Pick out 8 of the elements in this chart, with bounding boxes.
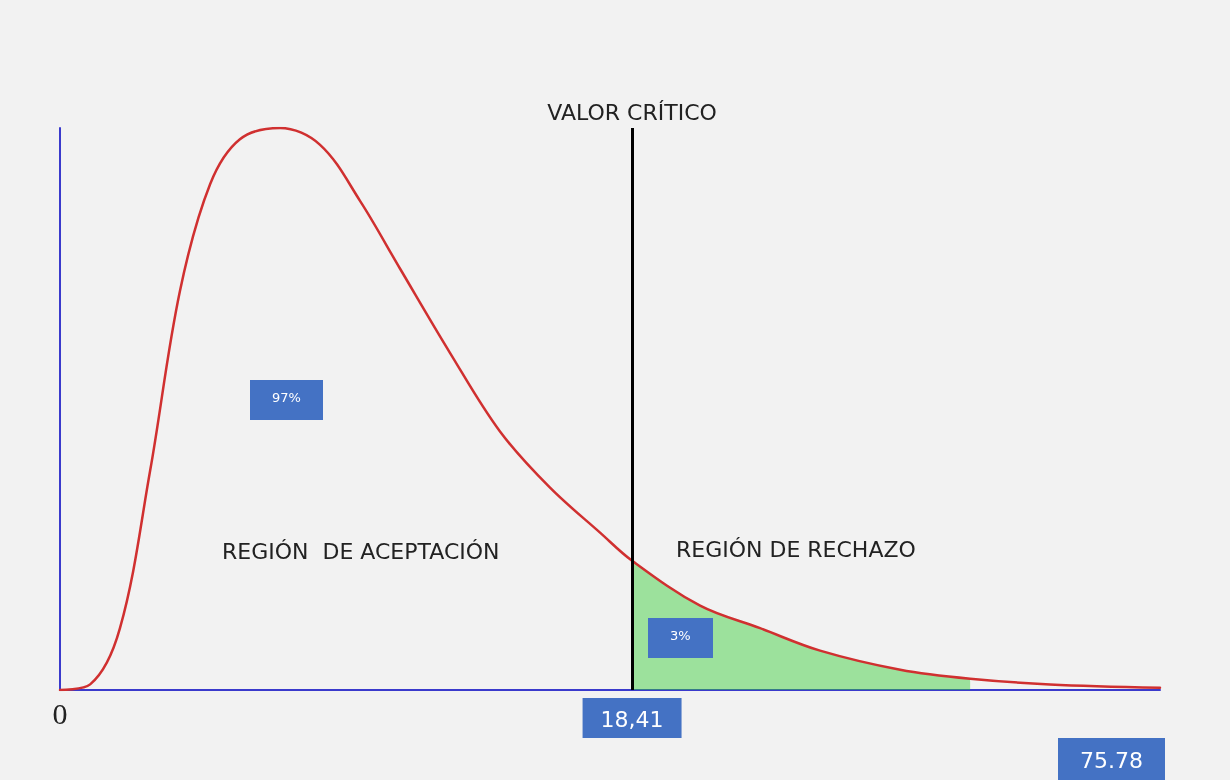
annotation: REGIÓN DE ACEPTACIÓN <box>222 538 500 564</box>
x-tick-label: 0 <box>52 696 68 730</box>
ref-line-label: VALOR CRÍTICO <box>547 99 717 125</box>
note-box: 75.78 <box>1058 738 1165 780</box>
x-tick-label: 18,41 <box>600 706 664 732</box>
annotation: REGIÓN DE RECHAZO <box>676 536 916 562</box>
note-box: 3% <box>648 618 713 658</box>
note-box: 97% <box>250 380 323 420</box>
